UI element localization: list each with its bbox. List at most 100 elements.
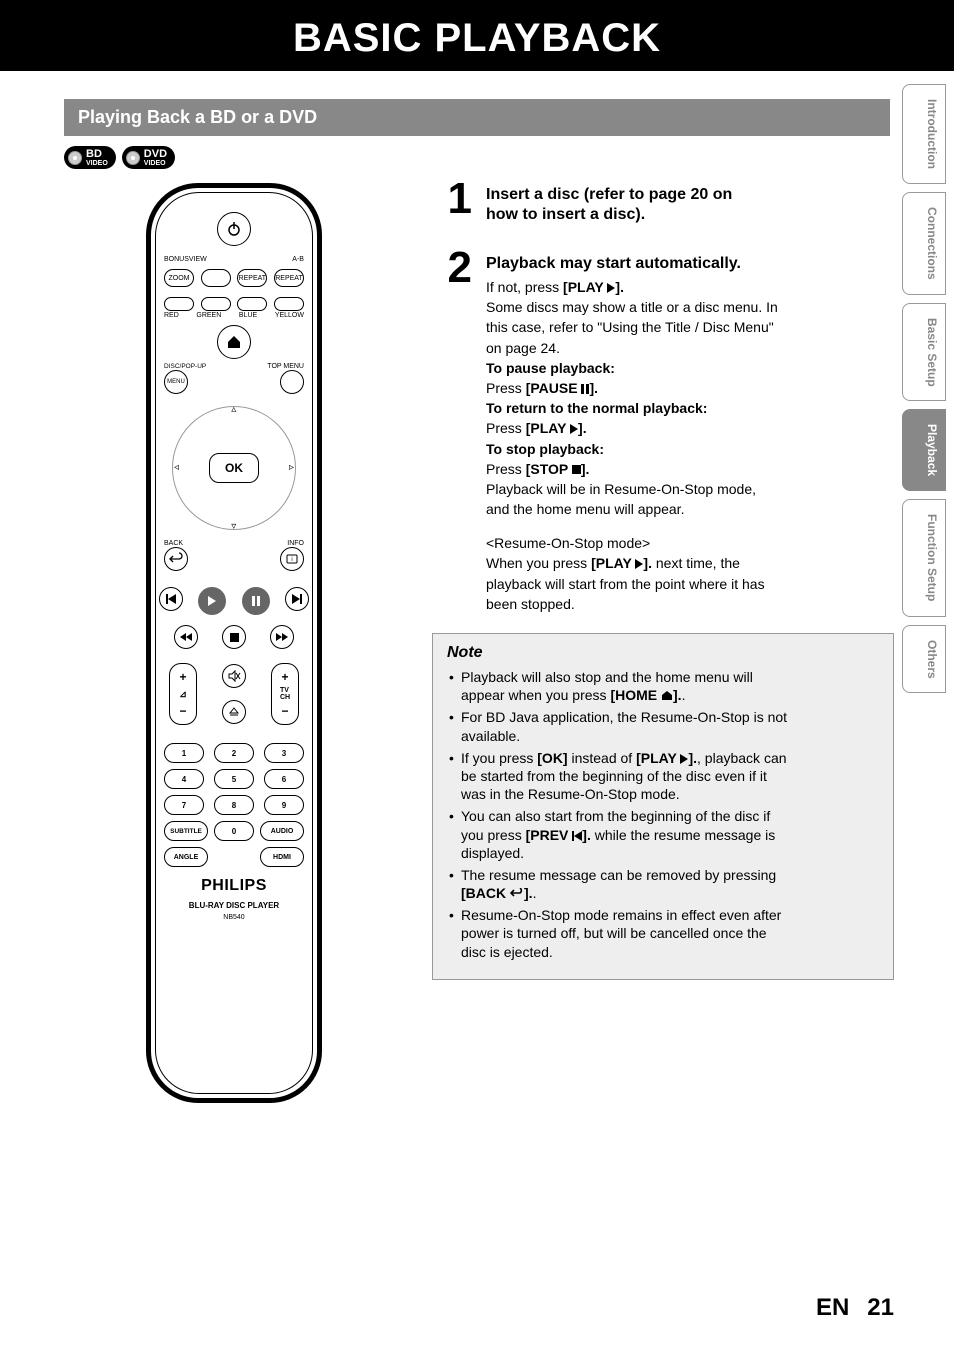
prev-icon <box>572 831 582 841</box>
pause-label: [PAUSE <box>526 380 582 396</box>
dvd-label: DVD <box>144 148 167 160</box>
step-2-lead: Playback may start automatically. <box>486 254 894 274</box>
ros-l3: been stopped. <box>486 595 894 613</box>
num-9-button: 9 <box>264 795 304 815</box>
channel-rocker: +TV CH− <box>271 663 299 725</box>
discmenu-l3: on page 24. <box>486 339 894 357</box>
power-button <box>217 212 251 246</box>
num-4-button: 4 <box>164 769 204 789</box>
tab-function-setup[interactable]: Function Setup <box>902 499 946 616</box>
ros-l1a: When you press <box>486 555 591 571</box>
disc-icon <box>126 151 140 165</box>
mute-button <box>222 664 246 688</box>
back-button <box>164 547 188 571</box>
bonusview-label: BONUSVIEW <box>164 256 207 263</box>
home-icon <box>661 690 673 701</box>
ab-repeat-button: REPEAT <box>274 269 304 287</box>
stop-button <box>222 625 246 649</box>
ffwd-button <box>270 625 294 649</box>
green-button <box>201 297 231 311</box>
play-label: [PLAY <box>563 279 607 295</box>
menu-button: MENU <box>164 370 188 394</box>
num-2-button: 2 <box>214 743 254 763</box>
blue-label: BLUE <box>239 312 257 319</box>
info-label: INFO <box>287 540 304 547</box>
note-item-4: You can also start from the beginning of… <box>447 807 879 862</box>
num-7-button: 7 <box>164 795 204 815</box>
up-arrow-icon: ▵ <box>231 404 236 415</box>
rewind-button <box>174 625 198 649</box>
pause-button <box>242 587 270 615</box>
stop-heading: To stop playback: <box>486 440 894 458</box>
disc-popup-label: DISC/POP-UP <box>164 363 206 370</box>
note-item-2: For BD Java application, the Resume-On-S… <box>447 708 879 744</box>
volume-rocker: +⊿− <box>169 663 197 725</box>
nav-pad: OK ▵ ▿ ◃ ▹ <box>164 398 304 538</box>
red-label: RED <box>164 312 179 319</box>
page-title: BASIC PLAYBACK <box>0 10 954 71</box>
discmenu-l1: Some discs may show a title or a disc me… <box>486 298 894 316</box>
svg-text:i: i <box>291 557 292 563</box>
red-button <box>164 297 194 311</box>
pause-heading: To pause playback: <box>486 359 894 377</box>
power-icon <box>226 221 242 237</box>
note-item-6: Resume-On-Stop mode remains in effect ev… <box>447 906 879 961</box>
info-button: i <box>280 547 304 571</box>
repeat-button: REPEAT <box>237 269 267 287</box>
zoom-button: ZOOM <box>164 269 194 287</box>
return-press: Press <box>486 420 526 436</box>
model-label: NB540 <box>223 914 244 921</box>
tab-playback[interactable]: Playback <box>902 409 946 491</box>
info-icon: i <box>285 552 299 566</box>
close-bracket: ]. <box>615 279 624 295</box>
dvd-badge: DVDVIDEO <box>122 146 175 169</box>
num-8-button: 8 <box>214 795 254 815</box>
bd-badge: BDVIDEO <box>64 146 116 169</box>
down-arrow-icon: ▿ <box>231 521 236 532</box>
next-button <box>285 587 309 611</box>
ros-l1b: next time, the <box>652 555 740 571</box>
note-title: Note <box>447 644 879 662</box>
blue-button <box>237 297 267 311</box>
tab-others[interactable]: Others <box>902 625 946 694</box>
step-1-text-l2: how to insert a disc). <box>486 206 645 223</box>
yellow-button <box>274 297 304 311</box>
left-arrow-icon: ◃ <box>174 462 179 473</box>
ab-label: A-B <box>292 256 304 263</box>
right-arrow-icon: ▹ <box>289 462 294 473</box>
topmenu-label: TOP MENU <box>267 363 304 370</box>
page-number: 21 <box>867 1294 894 1321</box>
ros-l2: playback will start from the point where… <box>486 575 894 593</box>
number-pad: 123456789 <box>164 743 304 815</box>
lang-code: EN <box>816 1294 849 1321</box>
step-2-number: 2 <box>432 248 472 615</box>
blank-button <box>201 269 231 287</box>
format-badges: BDVIDEO DVDVIDEO <box>64 146 954 169</box>
subtitle-button: SUBTITLE <box>164 821 208 841</box>
num-5-button: 5 <box>214 769 254 789</box>
prev-button <box>159 587 183 611</box>
tab-introduction[interactable]: Introduction <box>902 84 946 184</box>
ifnot-text: If not, press <box>486 279 563 295</box>
eject-icon <box>228 706 240 718</box>
tab-connections[interactable]: Connections <box>902 192 946 295</box>
angle-button: ANGLE <box>164 847 208 867</box>
bd-sub: VIDEO <box>86 160 108 167</box>
note-item-5: The resume message can be removed by pre… <box>447 866 879 902</box>
brand-label: PHILIPS <box>201 877 267 895</box>
num-0-button: 0 <box>214 821 254 841</box>
stop-press: Press <box>486 461 526 477</box>
note-box: Note Playback will also stop and the hom… <box>432 633 894 980</box>
discmenu-l2: this case, refer to "Using the Title / D… <box>486 318 894 336</box>
resume-l2: and the home menu will appear. <box>486 500 894 518</box>
note-item-1: Playback will also stop and the home men… <box>447 668 879 704</box>
yellow-label: YELLOW <box>275 312 304 319</box>
back-icon <box>169 552 183 566</box>
green-label: GREEN <box>196 312 221 319</box>
stop-icon <box>572 465 581 474</box>
home-icon <box>226 334 242 350</box>
tab-basic-setup[interactable]: Basic Setup <box>902 303 946 402</box>
return-heading: To return to the normal playback: <box>486 399 894 417</box>
ok-button: OK <box>209 453 259 483</box>
top-black-bar <box>0 0 954 10</box>
